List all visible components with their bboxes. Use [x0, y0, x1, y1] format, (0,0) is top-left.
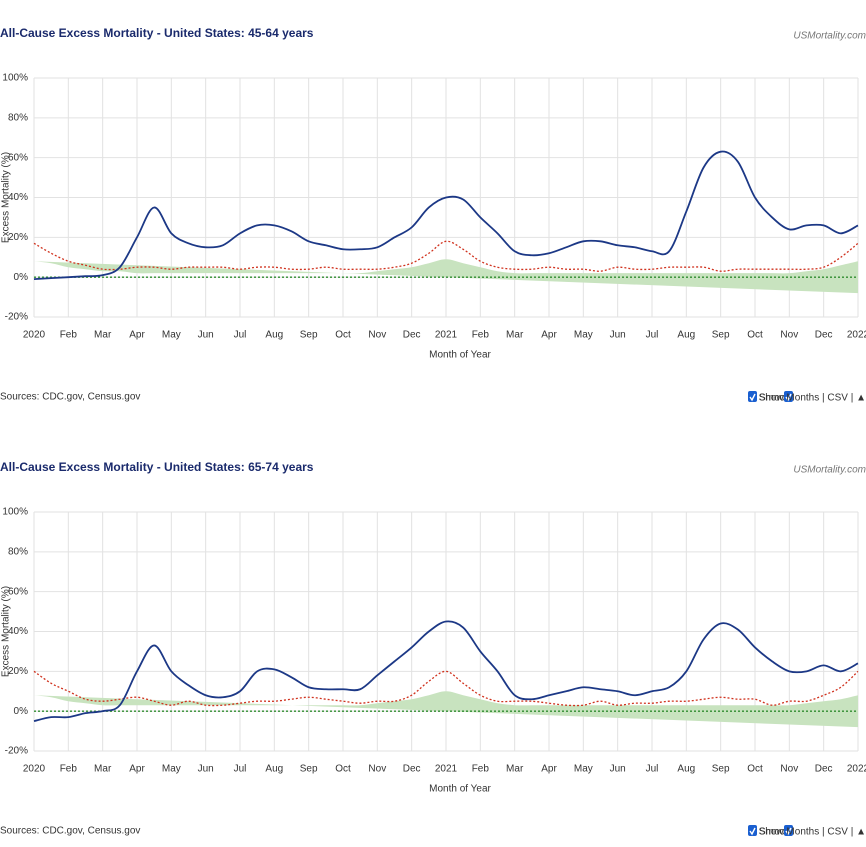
x-tick-label: Mar	[94, 764, 112, 775]
x-tick-label: Nov	[780, 764, 798, 775]
x-tick-label: Jul	[234, 764, 247, 775]
x-tick-label: Oct	[747, 330, 763, 341]
x-tick-label: Oct	[747, 764, 763, 775]
chart-title: All-Cause Excess Mortality - United Stat…	[0, 460, 314, 474]
checkbox-check	[785, 393, 792, 402]
x-tick-label: Sep	[300, 764, 318, 775]
y-tick-label: 0%	[14, 272, 29, 283]
x-tick-label: Apr	[129, 330, 145, 341]
y-axis-title: Excess Mortality (%)	[1, 152, 12, 243]
y-tick-label: 40%	[8, 192, 28, 203]
x-tick-label: Dec	[403, 764, 421, 775]
chart-title: All-Cause Excess Mortality - United Stat…	[0, 26, 314, 40]
y-tick-label: 20%	[8, 232, 28, 243]
show-months-checkbox[interactable]	[784, 825, 793, 836]
checkbox-check	[785, 827, 792, 836]
y-tick-label: -20%	[5, 746, 28, 757]
x-tick-label: 2022	[847, 330, 866, 341]
y-tick-label: 100%	[2, 507, 28, 518]
y-tick-label: 100%	[2, 73, 28, 84]
source-note: Sources: CDC.gov, Census.gov	[0, 392, 140, 403]
baseline-line	[33, 670, 859, 707]
y-tick-label: 80%	[8, 546, 28, 557]
x-tick-label: Jun	[610, 330, 626, 341]
source-note: Sources: CDC.gov, Census.gov	[0, 826, 140, 837]
x-tick-label: Mar	[506, 764, 524, 775]
x-tick-label: Apr	[541, 330, 557, 341]
x-tick-label: Jun	[610, 764, 626, 775]
x-tick-label: Sep	[712, 764, 730, 775]
checkbox-box	[784, 391, 793, 402]
x-tick-label: Feb	[472, 764, 490, 775]
x-tick-label: Sep	[712, 330, 730, 341]
x-tick-label: Apr	[129, 764, 145, 775]
show-months-label: Show Months | CSV | ▲	[759, 393, 866, 404]
smooth-checkbox[interactable]	[748, 825, 757, 836]
x-tick-label: Nov	[368, 764, 386, 775]
x-tick-label: 2021	[435, 330, 458, 341]
excess-line	[33, 150, 859, 281]
x-tick-label: Apr	[541, 764, 557, 775]
x-tick-label: 2020	[23, 330, 46, 341]
x-tick-label: Mar	[506, 330, 524, 341]
x-axis-title: Month of Year	[429, 784, 491, 795]
watermark: USMortality.com	[793, 31, 866, 42]
x-tick-label: Dec	[815, 764, 833, 775]
x-tick-label: Oct	[335, 764, 351, 775]
x-tick-label: Nov	[368, 330, 386, 341]
x-tick-label: 2020	[23, 764, 46, 775]
checkbox-check	[749, 827, 756, 836]
x-axis-title: Month of Year	[429, 350, 491, 361]
smooth-checkbox[interactable]	[748, 391, 757, 402]
x-tick-label: May	[162, 330, 181, 341]
x-tick-label: Feb	[60, 330, 78, 341]
baseline-line	[33, 240, 859, 272]
y-tick-label: 0%	[14, 706, 29, 717]
show-months-label: Show Months | CSV | ▲	[759, 827, 866, 838]
normal-range-band	[34, 691, 858, 728]
x-tick-label: Jul	[646, 330, 659, 341]
x-tick-label: Jun	[198, 764, 214, 775]
x-tick-label: Jun	[198, 330, 214, 341]
x-tick-label: Jul	[646, 764, 659, 775]
y-tick-label: 60%	[8, 152, 28, 163]
x-tick-label: May	[574, 764, 593, 775]
x-tick-label: Jul	[234, 330, 247, 341]
x-tick-label: Sep	[300, 330, 318, 341]
x-tick-label: Aug	[265, 764, 283, 775]
y-tick-label: 60%	[8, 586, 28, 597]
checkbox-box	[748, 391, 757, 402]
x-tick-label: Oct	[335, 330, 351, 341]
checkbox-check	[749, 393, 756, 402]
y-tick-label: 20%	[8, 666, 28, 677]
x-tick-label: Feb	[472, 330, 490, 341]
x-tick-label: May	[574, 330, 593, 341]
watermark: USMortality.com	[793, 465, 866, 476]
show-months-checkbox[interactable]	[784, 391, 793, 402]
x-tick-label: Aug	[265, 330, 283, 341]
excess-line	[33, 620, 859, 723]
smooth-label: Smooth	[759, 827, 793, 838]
y-tick-label: -20%	[5, 312, 28, 323]
y-tick-label: 80%	[8, 112, 28, 123]
x-tick-label: Feb	[60, 764, 78, 775]
normal-range-band	[34, 259, 858, 294]
x-tick-label: May	[162, 764, 181, 775]
y-axis-title: Excess Mortality (%)	[1, 586, 12, 677]
x-tick-label: Nov	[780, 330, 798, 341]
y-tick-label: 40%	[8, 626, 28, 637]
x-tick-label: Dec	[815, 330, 833, 341]
smooth-label: Smooth	[759, 393, 793, 404]
x-tick-label: Dec	[403, 330, 421, 341]
x-tick-label: Mar	[94, 330, 112, 341]
x-tick-label: 2022	[847, 764, 866, 775]
x-tick-label: Aug	[677, 764, 695, 775]
checkbox-box	[784, 825, 793, 836]
x-tick-label: 2021	[435, 764, 458, 775]
checkbox-box	[748, 825, 757, 836]
x-tick-label: Aug	[677, 330, 695, 341]
